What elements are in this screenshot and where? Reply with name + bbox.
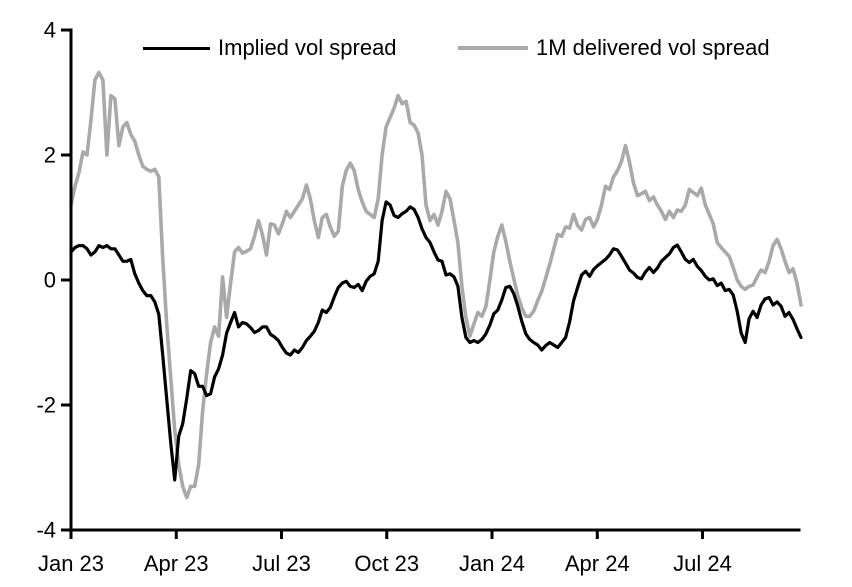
legend-line-sample-delivered <box>458 46 528 50</box>
legend-label-implied: Implied vol spread <box>218 35 397 60</box>
x-tick-label-Jul-23: Jul 23 <box>252 551 311 576</box>
legend-line-sample-implied <box>143 46 210 50</box>
y-tick-label-2: 2 <box>44 143 56 168</box>
delivered-vol-spread-line <box>69 70 803 500</box>
legend-item-implied-vol-spread: Implied vol spread <box>143 35 397 61</box>
y-tick-label-4: 4 <box>44 18 56 43</box>
implied-vol-spread-line <box>69 200 803 482</box>
y-tick-label--2: -2 <box>36 393 56 418</box>
y-tick-label-0: 0 <box>44 268 56 293</box>
x-tick-label-Jul-24: Jul 24 <box>673 551 732 576</box>
x-tick-label-Jan-23: Jan 23 <box>38 551 104 576</box>
x-tick-label-Apr-23: Apr 23 <box>144 551 209 576</box>
x-tick-label-Apr-24: Apr 24 <box>565 551 630 576</box>
x-tick-label-Jan-24: Jan 24 <box>459 551 525 576</box>
legend-label-delivered: 1M delivered vol spread <box>536 35 770 60</box>
y-tick-label--4: -4 <box>36 518 56 543</box>
legend-item-delivered-vol-spread: 1M delivered vol spread <box>458 35 770 61</box>
x-tick-label-Oct-23: Oct 23 <box>354 551 419 576</box>
